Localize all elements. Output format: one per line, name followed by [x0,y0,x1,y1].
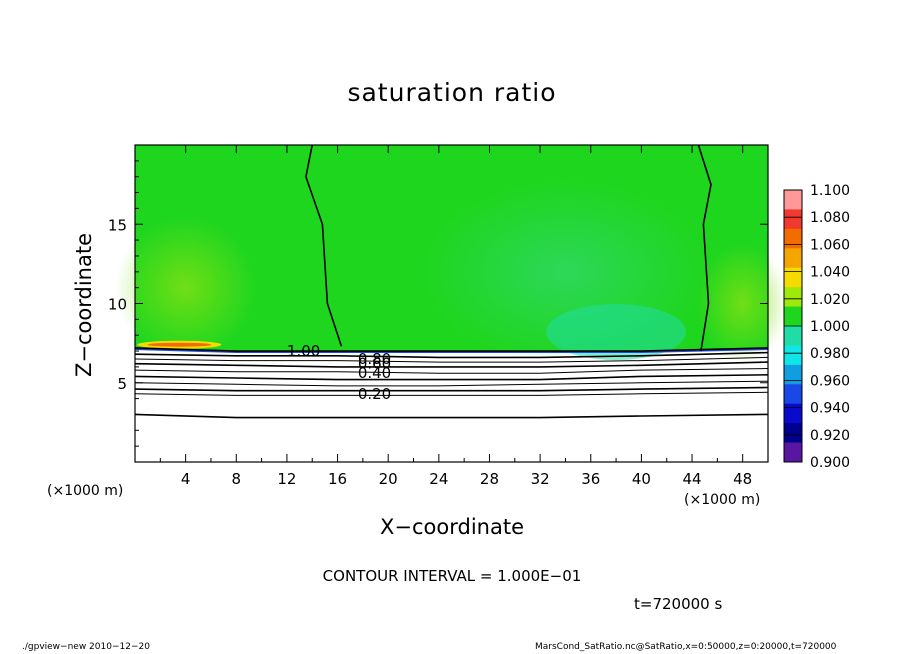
x-tick-label: 20 [379,470,398,488]
contour-line-vertical-0 [305,144,343,347]
contour-line-0-8 [134,356,769,363]
field-shade-left [115,217,256,358]
colorbar-swatch [784,364,802,385]
x-tick-label: 48 [733,470,752,488]
field-shade-right [697,243,788,364]
field-subsaturated-pocket [546,304,687,361]
x-tick-label: 28 [480,470,499,488]
y-tick-label: 15 [108,216,127,234]
colorbar-swatch [784,190,802,210]
chart-title: saturation ratio [347,78,557,107]
colorbar-swatch [784,442,802,463]
x-tick-label: 4 [181,470,191,488]
colorbar-tick-label: 1.020 [810,292,850,308]
contour-line-1 [134,347,769,352]
time-label: t=720000 s [634,595,723,613]
colorbar-tick-label: 0.920 [810,428,850,444]
x-axis-label: X−coordinate [380,515,524,539]
x-tick-label: 36 [581,470,600,488]
contour-label: 0.40 [358,364,391,382]
colorbar-tick-label: 0.900 [810,455,850,471]
colorbar-swatch [784,345,802,366]
colorbar-swatch [784,287,802,308]
colorbar-swatch [784,248,802,269]
colorbar-tick-label: 1.100 [810,183,850,199]
contour-line-0-4 [134,380,769,387]
contour-label: 0.20 [358,385,391,403]
colorbar-tick-label: 0.960 [810,373,850,389]
contour-line-0-9 [134,351,769,359]
contour-label: 0.80 [358,350,391,368]
colorbar-swatch [784,209,802,230]
y-tick-label: 10 [108,296,127,314]
colorbar-tick-label: 1.000 [810,319,850,335]
x-axis-unit-right: (×1000 m) [684,492,761,508]
contour-line-0-3 [134,386,769,392]
contour-line-0-6 [134,368,769,374]
x-tick-label: 12 [277,470,296,488]
field-peak-band [147,342,212,347]
contour-line-0-1 [134,413,769,419]
contour-line-0-5 [134,374,769,381]
contour-line-0-7 [134,361,769,368]
colorbar-swatch [784,326,802,346]
contour-line-vertical-1 [697,144,712,352]
contour-label: 1.00 [287,342,320,360]
colorbar-swatch [784,267,802,288]
contour-label: 0.60 [358,355,391,373]
colorbar-swatch [784,306,802,327]
x-tick-label: 40 [632,470,651,488]
x-axis-unit-left: (×1000 m) [47,483,124,499]
colorbar-tick-label: 1.040 [810,265,850,281]
colorbar-swatch [784,384,802,405]
colorbar-swatch [784,403,802,424]
x-tick-label: 24 [429,470,448,488]
footer-left: ./gpview−new 2010−12−20 [22,642,150,652]
colorbar-tick-label: 0.980 [810,346,850,362]
x-tick-label: 8 [232,470,242,488]
footer-right: MarsCond_SatRatio.nc@SatRatio,x=0:50000,… [535,642,837,652]
y-tick-label: 5 [117,375,127,393]
colorbar-swatch [784,228,802,249]
colorbar-swatch [784,423,802,444]
colorbar-tick-label: 1.080 [810,210,850,226]
colorbar-tick-label: 0.940 [810,401,850,417]
colorbar-tick-label: 1.060 [810,237,850,253]
x-tick-label: 32 [531,470,550,488]
contour-line-0-2 [134,391,769,396]
contour-interval-text: CONTOUR INTERVAL = 1.000E−01 [322,567,582,585]
x-tick-label: 44 [682,470,701,488]
x-tick-label: 16 [328,470,347,488]
